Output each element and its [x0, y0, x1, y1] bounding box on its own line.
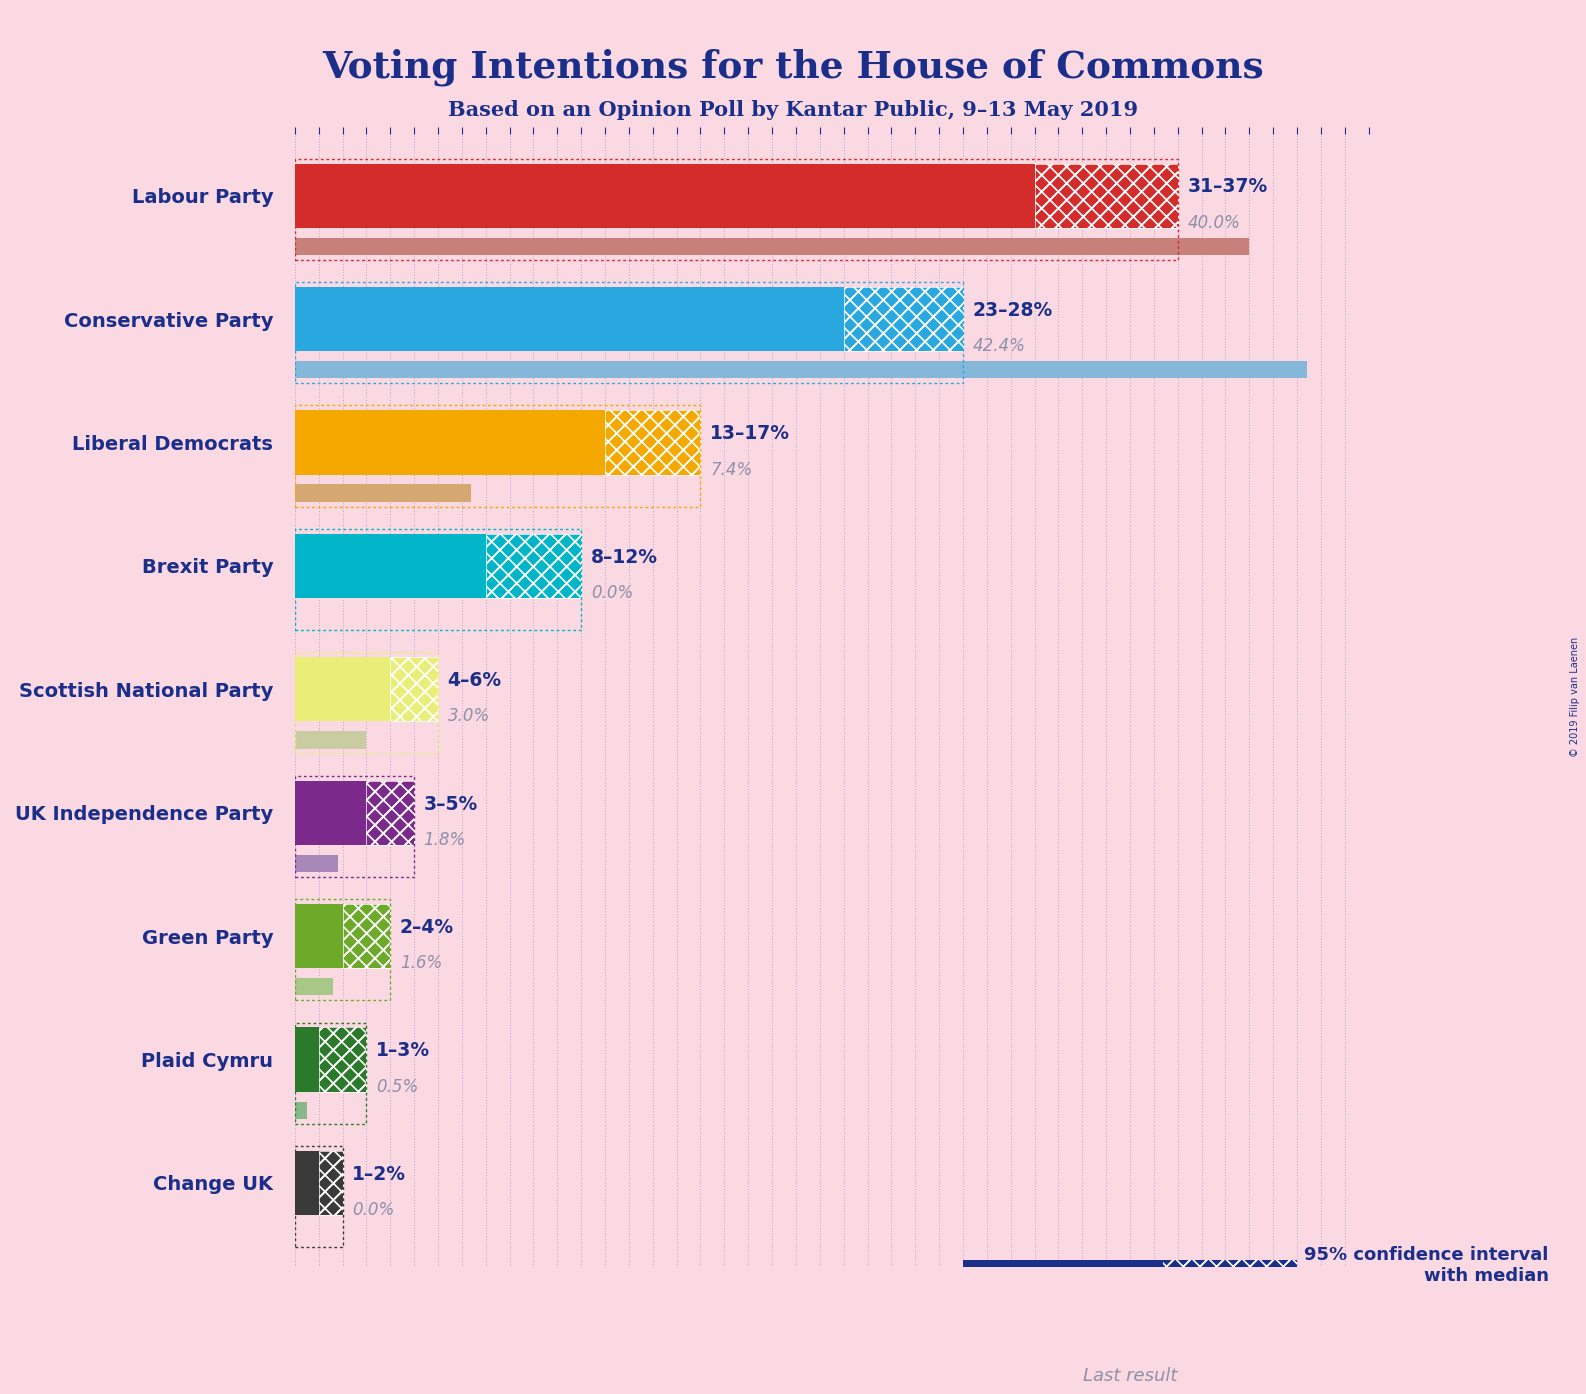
- Bar: [295, 237, 1250, 255]
- Bar: [295, 361, 1307, 378]
- Text: 23–28%: 23–28%: [972, 301, 1053, 319]
- Bar: [1164, 1260, 1297, 1317]
- Bar: [343, 905, 390, 969]
- Text: Voting Intentions for the House of Commons: Voting Intentions for the House of Commo…: [322, 49, 1264, 86]
- Text: 0.0%: 0.0%: [590, 584, 633, 602]
- Text: 7.4%: 7.4%: [711, 460, 752, 478]
- Bar: [295, 899, 390, 1001]
- Bar: [295, 406, 701, 506]
- Text: 95% confidence interval
with median: 95% confidence interval with median: [1304, 1246, 1548, 1285]
- Text: © 2019 Filip van Laenen: © 2019 Filip van Laenen: [1570, 637, 1580, 757]
- Bar: [319, 1027, 366, 1092]
- Bar: [604, 410, 701, 474]
- Bar: [295, 657, 390, 722]
- Bar: [295, 1146, 343, 1248]
- Bar: [485, 534, 580, 598]
- Bar: [366, 781, 414, 845]
- Bar: [295, 732, 366, 749]
- Bar: [844, 287, 963, 351]
- Text: 40.0%: 40.0%: [1188, 213, 1240, 231]
- Text: 42.4%: 42.4%: [972, 337, 1026, 355]
- Bar: [844, 287, 963, 351]
- Text: 1–3%: 1–3%: [376, 1041, 430, 1061]
- Bar: [366, 781, 414, 845]
- Bar: [295, 781, 366, 845]
- Bar: [485, 534, 580, 598]
- Bar: [295, 1101, 306, 1119]
- Bar: [390, 657, 438, 722]
- Bar: [1164, 1260, 1297, 1317]
- Text: 4–6%: 4–6%: [447, 671, 501, 690]
- Text: 0.5%: 0.5%: [376, 1078, 419, 1096]
- Text: 0.0%: 0.0%: [352, 1202, 395, 1220]
- Text: 13–17%: 13–17%: [711, 424, 790, 443]
- Bar: [295, 1023, 366, 1124]
- Bar: [295, 287, 844, 351]
- Bar: [319, 1027, 366, 1092]
- Bar: [295, 855, 338, 873]
- Bar: [343, 905, 390, 969]
- Bar: [319, 1151, 343, 1216]
- Bar: [295, 485, 471, 502]
- Bar: [295, 979, 333, 995]
- Bar: [295, 775, 414, 877]
- Text: 1.6%: 1.6%: [400, 955, 442, 972]
- Bar: [295, 528, 580, 630]
- Bar: [295, 1027, 319, 1092]
- Bar: [295, 652, 438, 754]
- Bar: [1034, 163, 1178, 227]
- Bar: [390, 657, 438, 722]
- Text: Last result: Last result: [1083, 1368, 1177, 1384]
- Bar: [295, 534, 485, 598]
- Bar: [295, 1151, 319, 1216]
- Text: 31–37%: 31–37%: [1188, 177, 1267, 197]
- Text: 3–5%: 3–5%: [423, 795, 477, 814]
- Text: 3.0%: 3.0%: [447, 708, 490, 725]
- Bar: [319, 1151, 343, 1216]
- Text: 2–4%: 2–4%: [400, 919, 454, 937]
- Bar: [604, 410, 701, 474]
- Text: 8–12%: 8–12%: [590, 548, 658, 567]
- Bar: [963, 1260, 1164, 1317]
- Bar: [295, 282, 963, 383]
- Bar: [295, 905, 343, 969]
- Bar: [295, 159, 1178, 259]
- Bar: [295, 410, 604, 474]
- Text: 1.8%: 1.8%: [423, 831, 466, 849]
- Bar: [295, 163, 1034, 227]
- Bar: [963, 1327, 1297, 1345]
- Text: 1–2%: 1–2%: [352, 1165, 406, 1184]
- Bar: [1034, 163, 1178, 227]
- Text: Based on an Opinion Poll by Kantar Public, 9–13 May 2019: Based on an Opinion Poll by Kantar Publi…: [447, 100, 1139, 120]
